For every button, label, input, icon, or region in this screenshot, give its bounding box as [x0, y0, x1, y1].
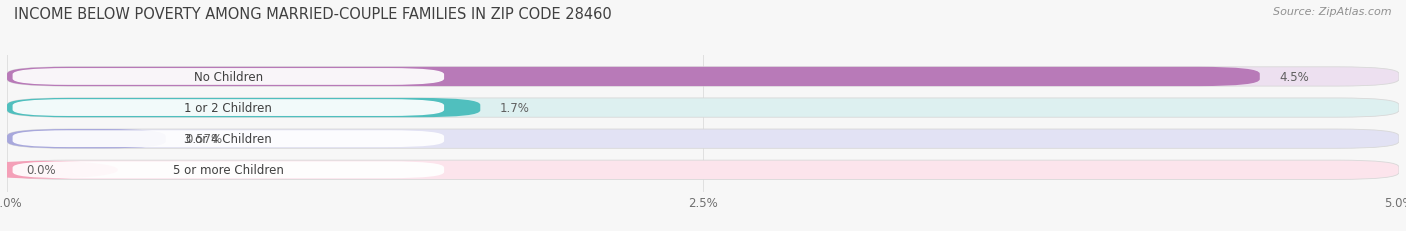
Text: 0.57%: 0.57% [186, 133, 222, 146]
Text: 4.5%: 4.5% [1279, 71, 1309, 84]
Text: 3 or 4 Children: 3 or 4 Children [184, 133, 273, 146]
FancyBboxPatch shape [7, 98, 481, 118]
FancyBboxPatch shape [7, 161, 1399, 180]
Circle shape [0, 162, 117, 178]
Text: Source: ZipAtlas.com: Source: ZipAtlas.com [1274, 7, 1392, 17]
Text: 5 or more Children: 5 or more Children [173, 164, 284, 176]
FancyBboxPatch shape [13, 162, 444, 178]
FancyBboxPatch shape [7, 129, 166, 149]
FancyBboxPatch shape [13, 131, 444, 147]
Text: 1.7%: 1.7% [499, 102, 530, 115]
Text: 0.0%: 0.0% [27, 164, 56, 176]
FancyBboxPatch shape [7, 129, 1399, 149]
FancyBboxPatch shape [13, 69, 444, 85]
Text: 1 or 2 Children: 1 or 2 Children [184, 102, 273, 115]
Text: INCOME BELOW POVERTY AMONG MARRIED-COUPLE FAMILIES IN ZIP CODE 28460: INCOME BELOW POVERTY AMONG MARRIED-COUPL… [14, 7, 612, 22]
FancyBboxPatch shape [7, 67, 1399, 87]
FancyBboxPatch shape [13, 100, 444, 116]
FancyBboxPatch shape [7, 98, 1399, 118]
FancyBboxPatch shape [7, 67, 1260, 87]
Text: No Children: No Children [194, 71, 263, 84]
